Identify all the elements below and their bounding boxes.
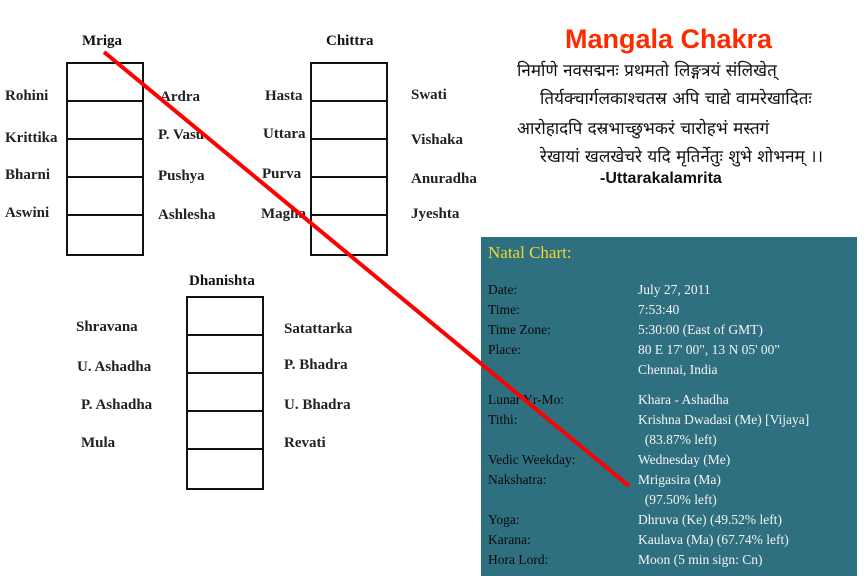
natal-key: Date:	[488, 282, 518, 297]
natal-value: Wednesday (Me)	[638, 452, 731, 467]
natal-chart-panel: Natal Chart: Date: July 27, 2011 Time: 7:53…	[481, 237, 857, 576]
nakshatra-label: Anuradha	[411, 171, 477, 187]
nakshatra-label: P. Bhadra	[284, 357, 348, 373]
verse-line: रेखायां खलखेचरे यदि मृतिर्नेतुः शुभे शोभ…	[540, 147, 824, 167]
verse-line: निर्माणे नवसद्मनः प्रथमतो लिङ्गत्रयं संल…	[517, 61, 777, 81]
nakshatra-label: Vishaka	[411, 132, 463, 148]
nakshatra-label: Krittika	[5, 130, 58, 146]
nakshatra-label: Hasta	[265, 88, 303, 104]
nakshatra-label: Ardra	[160, 89, 200, 105]
natal-value: Khara - Ashadha	[638, 392, 729, 407]
nakshatra-label: Swati	[411, 87, 447, 103]
nakshatra-label: Pushya	[158, 168, 205, 184]
natal-value: (83.87% left)	[638, 432, 717, 447]
natal-key: Hora Lord:	[488, 552, 549, 567]
nakshatra-column	[186, 296, 264, 490]
nakshatra-label: Aswini	[5, 205, 50, 221]
natal-key: Time Zone:	[488, 322, 551, 337]
nakshatra-label: Jyeshta	[411, 206, 460, 222]
natal-key: Nakshatra:	[488, 472, 547, 487]
column-head: Chittra	[326, 33, 374, 49]
verse-line: तिर्यक्चार्गलकाश्चतस्र अपि चाद्ये वामरेख…	[540, 89, 812, 109]
natal-value: Moon (5 min sign: Cn)	[638, 552, 763, 567]
natal-value: Krishna Dwadasi (Me) [Vijaya]	[638, 412, 810, 427]
natal-value: (97.50% left)	[638, 492, 717, 507]
natal-key: Time:	[488, 302, 520, 317]
nakshatra-label: Mula	[81, 435, 116, 451]
natal-key: Vedic Weekday:	[488, 452, 576, 467]
natal-value: 80 E 17' 00", 13 N 05' 00"	[638, 342, 780, 357]
pointer-line	[102, 50, 631, 488]
natal-value: Chennai, India	[638, 362, 718, 377]
natal-value: 5:30:00 (East of GMT)	[638, 322, 763, 337]
source-citation: -Uttarakalamrita	[600, 170, 722, 187]
natal-key: Place:	[488, 342, 521, 357]
natal-value: Dhruva (Ke) (49.52% left)	[638, 512, 782, 527]
nakshatra-label: Satattarka	[284, 321, 353, 337]
nakshatra-label: P. Ashadha	[81, 397, 153, 413]
column-head: Dhanishta	[189, 273, 255, 289]
nakshatra-label: Rohini	[5, 88, 49, 104]
nakshatra-label: U. Ashadha	[77, 359, 152, 375]
nakshatra-column	[66, 62, 144, 256]
nakshatra-label: Ashlesha	[158, 207, 216, 223]
natal-key: Tithi:	[488, 412, 518, 427]
natal-key: Karana:	[488, 532, 531, 547]
verse-line: आरोहादपि दस्रभाच्छुभकरं चारोहभं मस्तगं	[517, 119, 770, 139]
natal-key: Yoga:	[488, 512, 520, 527]
chart-title: Mangala Chakra	[565, 24, 773, 54]
nakshatra-label: Uttara	[263, 126, 306, 142]
nakshatra-label: Shravana	[76, 319, 138, 335]
natal-value: 7:53:40	[638, 302, 680, 317]
nakshatra-label: Purva	[262, 166, 302, 182]
column-head: Mriga	[82, 33, 122, 49]
nakshatra-label: Bharni	[5, 167, 51, 183]
natal-value: July 27, 2011	[638, 282, 711, 297]
nakshatra-label: Revati	[284, 435, 326, 451]
nakshatra-label: U. Bhadra	[284, 397, 351, 413]
nakshatra-label: P. Vasu	[158, 127, 205, 143]
natal-chart-title: Natal Chart:	[488, 243, 572, 262]
natal-value: Kaulava (Ma) (67.74% left)	[638, 532, 789, 547]
natal-value: Mrigasira (Ma)	[638, 472, 721, 487]
